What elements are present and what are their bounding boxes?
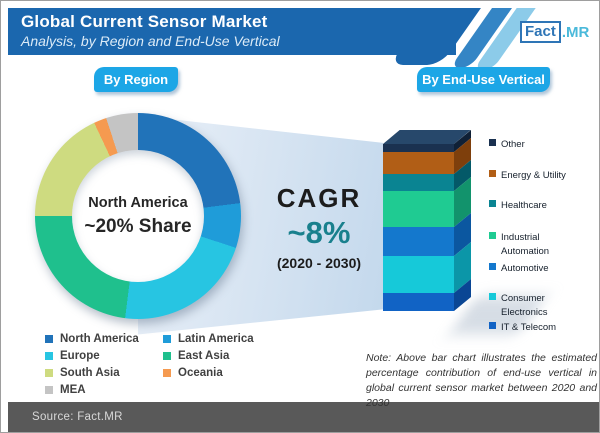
- donut-center: North America ~20% Share: [72, 150, 204, 282]
- region-legend-item: North America: [45, 333, 163, 345]
- legend-label: Industrial Automation: [501, 232, 550, 257]
- legend-label: Energy & Utility: [501, 170, 566, 181]
- region-legend-item: Oceania: [163, 367, 285, 379]
- legend-swatch-icon: [163, 352, 171, 360]
- bar-segment: [383, 144, 454, 153]
- legend-swatch-icon: [489, 139, 496, 146]
- by-region-badge[interactable]: By Region: [94, 67, 178, 92]
- bar-front-face: [383, 144, 454, 311]
- bar-side-face: [454, 129, 471, 311]
- legend-swatch-icon: [489, 232, 496, 239]
- region-legend-item: East Asia: [163, 350, 285, 362]
- legend-swatch-icon: [489, 293, 496, 300]
- legend-swatch-icon: [45, 386, 53, 394]
- legend-label: IT & Telecom: [501, 322, 557, 333]
- bar-segment: [383, 152, 454, 175]
- factmr-logo-fact: Fact: [520, 21, 561, 43]
- source-text: Source: Fact.MR: [32, 411, 123, 423]
- bar-segment: [383, 190, 454, 228]
- source-bar: Source: Fact.MR: [8, 402, 599, 432]
- region-legend-item: MEA: [45, 384, 163, 396]
- region-legend-item: Latin America: [163, 333, 285, 345]
- legend-label: Latin America: [178, 333, 254, 345]
- donut-center-region: North America: [88, 194, 188, 211]
- cagr-label: CAGR: [276, 183, 362, 213]
- end-use-legend-item: Industrial Automation: [489, 231, 581, 259]
- bar-segment: [383, 227, 454, 256]
- page-subtitle: Analysis, by Region and End-Use Vertical: [21, 33, 280, 49]
- legend-label: South Asia: [60, 367, 120, 379]
- legend-swatch-icon: [163, 335, 171, 343]
- legend-label: Europe: [60, 350, 100, 362]
- legend-label: Consumer Electronics: [501, 293, 548, 318]
- legend-label: Healthcare: [501, 200, 547, 211]
- bar-segment: [383, 292, 454, 311]
- legend-swatch-icon: [45, 335, 53, 343]
- region-legend-item: South Asia: [45, 367, 163, 379]
- donut-ring: North America ~20% Share: [35, 113, 241, 319]
- cagr-period: (2020 - 2030): [276, 255, 362, 271]
- legend-label: Automotive: [501, 263, 549, 274]
- legend-swatch-icon: [45, 352, 53, 360]
- page-title: Global Current Sensor Market: [21, 12, 268, 31]
- legend-swatch-icon: [489, 322, 496, 329]
- legend-swatch-icon: [489, 263, 496, 270]
- end-use-legend-item: Consumer Electronics: [489, 292, 581, 320]
- end-use-legend-item: Healthcare: [489, 199, 581, 213]
- cagr-value: ~8%: [287, 215, 351, 250]
- chart-note: Note: Above bar chart illustrates the es…: [366, 352, 597, 409]
- legend-swatch-icon: [45, 369, 53, 377]
- legend-label: North America: [60, 333, 139, 345]
- factmr-logo-mr: .MR: [561, 23, 590, 41]
- header-band: Global Current Sensor Market Analysis, b…: [8, 8, 456, 55]
- legend-label: East Asia: [178, 350, 230, 362]
- by-end-use-badge[interactable]: By End-Use Vertical: [417, 67, 550, 92]
- donut-center-share: ~20% Share: [84, 215, 192, 237]
- legend-swatch-icon: [163, 369, 171, 377]
- legend-swatch-icon: [489, 200, 496, 207]
- legend-label: MEA: [60, 384, 86, 396]
- end-use-legend-item: Energy & Utility: [489, 169, 581, 183]
- end-use-legend-item: Other: [489, 138, 581, 152]
- end-use-legend-item: Automotive: [489, 262, 581, 276]
- legend-label: Oceania: [178, 367, 223, 379]
- end-use-legend-item: IT & Telecom: [489, 321, 581, 335]
- region-legend: North America Latin America Europe East Asi…: [45, 333, 285, 396]
- factmr-logo[interactable]: Fact .MR: [520, 21, 589, 43]
- legend-label: Other: [501, 139, 525, 150]
- legend-swatch-icon: [489, 170, 496, 177]
- cagr-callout: CAGR ~8% (2020 - 2030): [253, 183, 385, 271]
- bar-segment: [383, 255, 454, 293]
- bar-segment: [383, 174, 454, 191]
- region-legend-item: Europe: [45, 350, 163, 362]
